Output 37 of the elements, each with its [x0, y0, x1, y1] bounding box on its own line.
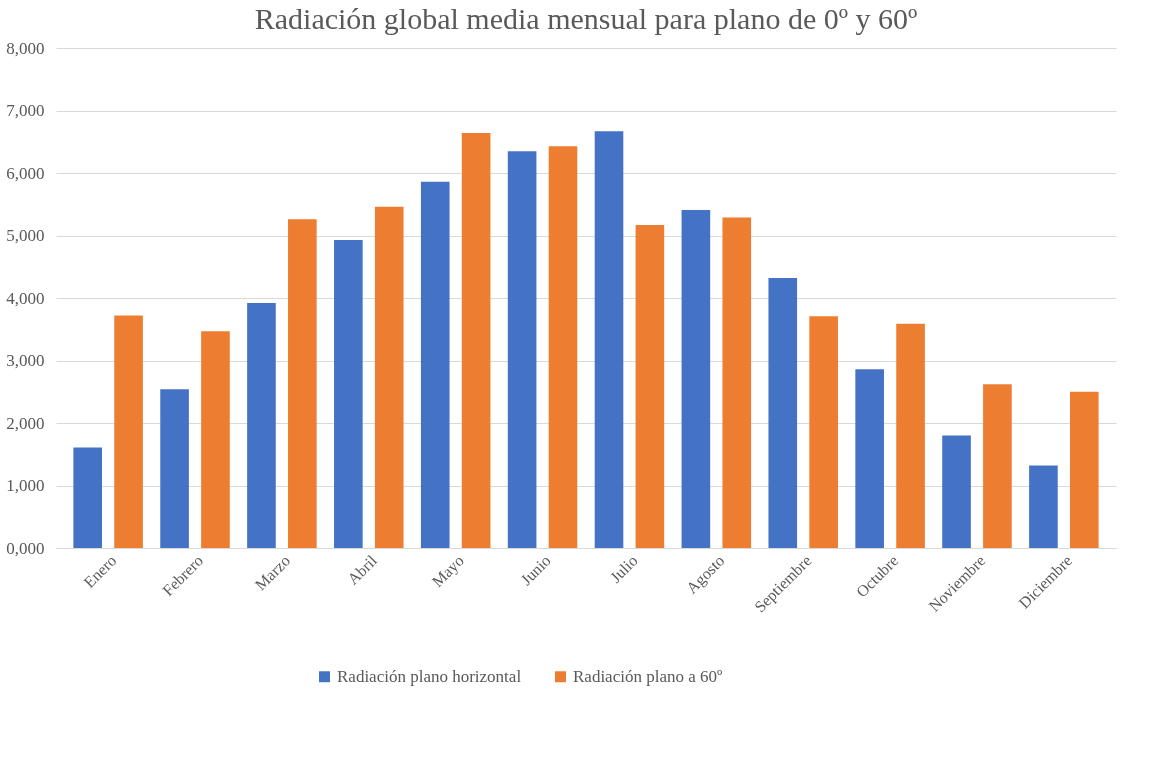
- bar: [420, 181, 450, 548]
- bar: [247, 303, 276, 548]
- bar: [594, 131, 624, 548]
- bar: [681, 209, 711, 548]
- bar: [768, 278, 798, 548]
- bar: [288, 219, 317, 548]
- bar: [635, 224, 665, 548]
- bar: [114, 315, 143, 548]
- y-tick-label: 2,000: [6, 413, 45, 433]
- bar: [809, 316, 838, 548]
- y-tick-label: 7,000: [6, 101, 45, 120]
- y-tick-label: 4,000: [6, 288, 45, 308]
- bar: [942, 435, 971, 548]
- bar: [201, 331, 230, 548]
- bar: [983, 384, 1012, 548]
- y-tick-label: 1,000: [6, 476, 45, 495]
- legend-label: Radiación plano a 60º: [573, 666, 723, 686]
- bar: [160, 389, 189, 548]
- legend-label: Radiación plano horizontal: [337, 666, 522, 686]
- bar: [896, 323, 925, 548]
- y-tick-label: 8,000: [6, 38, 45, 58]
- y-tick-label: 5,000: [6, 226, 45, 245]
- bar: [722, 217, 752, 548]
- y-tick-label: 0,000: [6, 538, 45, 558]
- bar: [855, 369, 884, 548]
- bar: [73, 447, 102, 548]
- bar: [1029, 465, 1058, 548]
- bar: [1070, 391, 1099, 548]
- bar: [548, 146, 578, 548]
- y-tick-label: 3,000: [6, 351, 45, 370]
- bar: [374, 206, 404, 548]
- chart-title: Radiación global media mensual para plano de 0º y 60º: [254, 2, 918, 35]
- x-tick-label: Julio: [606, 551, 641, 586]
- bar: [507, 151, 537, 548]
- y-tick-label: 6,000: [6, 163, 45, 183]
- bar: [461, 133, 491, 548]
- bar: [334, 239, 363, 548]
